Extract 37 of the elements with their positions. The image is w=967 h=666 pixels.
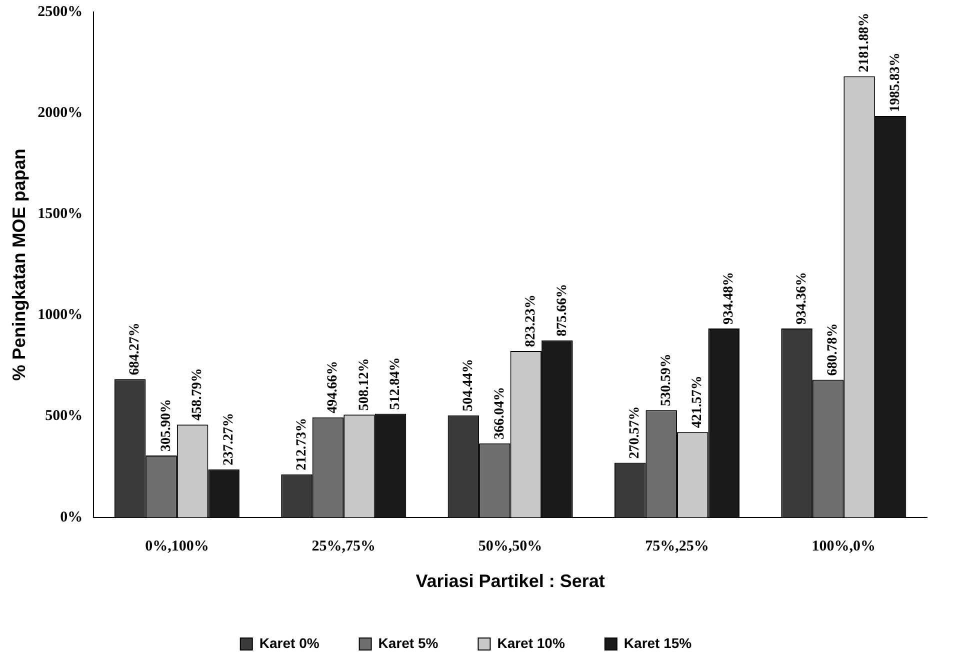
data-label: 366.04%: [492, 386, 508, 440]
y-tick-label: 0%: [60, 509, 83, 526]
data-label: 934.48%: [721, 272, 736, 324]
x-tick-label: 0%,100%: [145, 538, 209, 554]
data-label: 823.23%: [524, 294, 539, 347]
x-tick-label: 100%,0%: [812, 538, 876, 554]
data-label: 237.27%: [221, 412, 236, 466]
data-label: 1985.83%: [888, 52, 904, 112]
data-label: 508.12%: [356, 358, 372, 411]
x-tick-label: 25%,75%: [312, 538, 376, 554]
data-label: 421.57%: [690, 376, 706, 428]
legend-label: Karet 5%: [378, 634, 439, 651]
data-label: 684.27%: [128, 322, 143, 376]
y-axis-title: % Peningkatan MOE papan: [8, 148, 29, 381]
y-tick-label: 1500%: [38, 206, 83, 222]
data-label: 270.57%: [628, 406, 643, 459]
data-label: 458.79%: [190, 368, 206, 421]
data-label: 680.78%: [826, 323, 841, 376]
data-label: 212.73%: [294, 418, 310, 470]
y-tick-label: 500%: [45, 408, 83, 424]
y-tick-label: 2000%: [38, 104, 83, 121]
legend-label: Karet 15%: [624, 634, 692, 651]
data-label: 512.84%: [388, 357, 404, 410]
data-label: 2181.88%: [856, 12, 872, 72]
legend-label: Karet 10%: [497, 634, 566, 651]
y-tick-label: 2500%: [38, 4, 83, 20]
data-label: 305.90%: [158, 399, 174, 452]
y-tick-label: 1000%: [38, 307, 83, 324]
legend-label: Karet 0%: [259, 634, 320, 651]
x-tick-label: 50%,50%: [478, 538, 542, 554]
data-label: 934.36%: [794, 272, 810, 325]
data-label: 875.66%: [554, 284, 570, 336]
x-axis-title: Variasi Partikel : Serat: [416, 571, 605, 592]
data-label: 494.66%: [326, 360, 341, 414]
data-label: 530.59%: [658, 354, 674, 406]
data-label: 504.44%: [461, 358, 476, 412]
x-tick-label: 75%,25%: [645, 538, 709, 554]
